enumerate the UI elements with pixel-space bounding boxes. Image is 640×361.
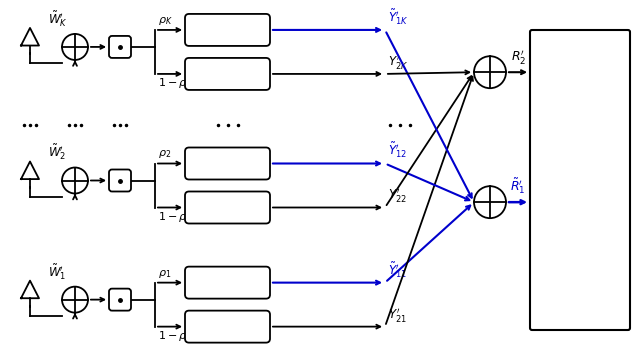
FancyBboxPatch shape — [109, 289, 131, 310]
Text: $\rho_1$: $\rho_1$ — [158, 268, 172, 280]
Text: $Y_{21}'$: $Y_{21}'$ — [388, 306, 407, 323]
Text: $1-\rho_2$: $1-\rho_2$ — [158, 209, 192, 223]
Text: ED: ED — [217, 200, 238, 214]
Text: $1-\rho_K$: $1-\rho_K$ — [158, 76, 193, 90]
Text: $\rho_K$: $\rho_K$ — [158, 15, 173, 27]
FancyBboxPatch shape — [185, 148, 270, 179]
Text: ED: ED — [217, 319, 238, 334]
Text: $\tilde{Y}_{11}'$: $\tilde{Y}_{11}'$ — [388, 260, 407, 280]
Text: CD: CD — [216, 276, 238, 290]
Text: $\tilde{W}_2'$: $\tilde{W}_2'$ — [48, 143, 66, 162]
Text: $\tilde{Y}_{12}'$: $\tilde{Y}_{12}'$ — [388, 141, 407, 161]
Text: $\tilde{W}_1'$: $\tilde{W}_1'$ — [48, 262, 66, 282]
Text: $\tilde{W}_K'$: $\tilde{W}_K'$ — [48, 9, 68, 29]
Text: CD: CD — [216, 157, 238, 170]
FancyBboxPatch shape — [185, 310, 270, 343]
FancyBboxPatch shape — [185, 58, 270, 90]
Text: $Y_{2K}'$: $Y_{2K}'$ — [388, 53, 408, 71]
FancyBboxPatch shape — [185, 267, 270, 299]
Text: $1-\rho_1$: $1-\rho_1$ — [158, 329, 192, 343]
Text: Information: Information — [544, 148, 616, 161]
Text: $\tilde{R}_1'$: $\tilde{R}_1'$ — [511, 176, 526, 196]
Text: Detection: Detection — [550, 169, 611, 182]
Text: $R_2'$: $R_2'$ — [511, 48, 526, 66]
Text: CD: CD — [216, 23, 238, 37]
Text: $Y_{22}'$: $Y_{22}'$ — [388, 187, 407, 204]
FancyBboxPatch shape — [109, 36, 131, 58]
FancyBboxPatch shape — [185, 14, 270, 46]
FancyBboxPatch shape — [109, 170, 131, 191]
Text: ED: ED — [217, 67, 238, 81]
Text: $\rho_2$: $\rho_2$ — [158, 148, 172, 161]
FancyBboxPatch shape — [530, 30, 630, 330]
Text: $\tilde{Y}_{1K}'$: $\tilde{Y}_{1K}'$ — [388, 7, 408, 27]
FancyBboxPatch shape — [185, 191, 270, 223]
